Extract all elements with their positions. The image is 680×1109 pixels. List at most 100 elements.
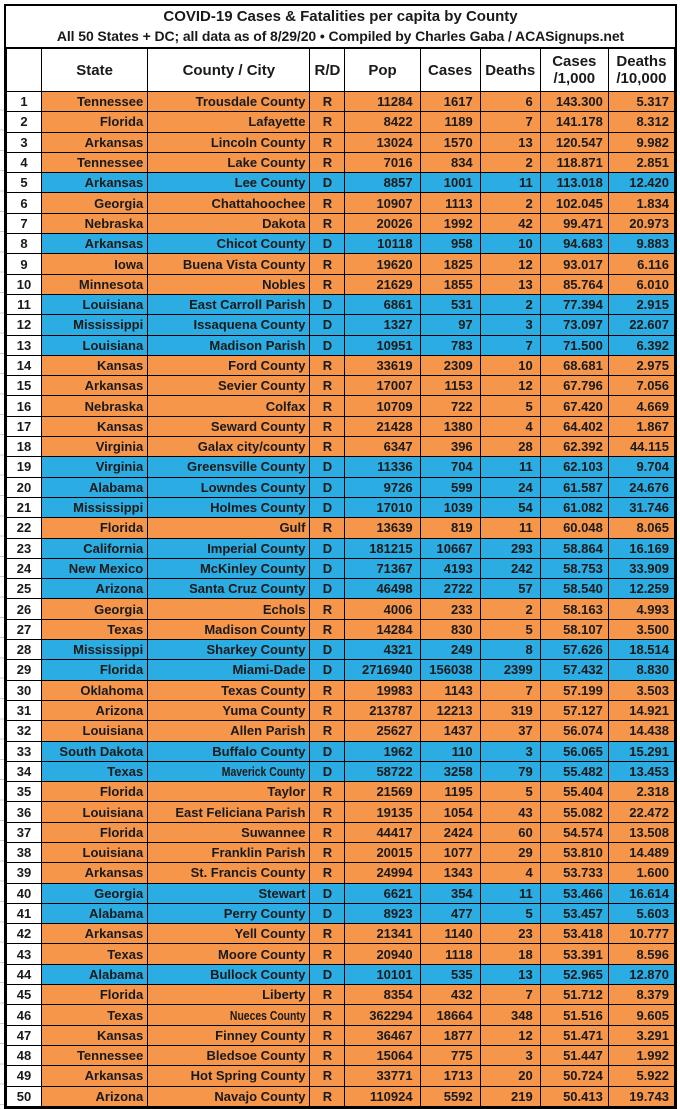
pop-cell: 36467 [344,1024,421,1046]
pop-cell: 17010 [344,496,421,519]
pop-cell: 362294 [344,1004,421,1026]
party-cell: D [309,537,346,559]
deaths-cell: 4 [479,415,541,438]
cases-rate-cell: 62.392 [539,436,609,458]
table-row: 16 Nebraska Colfax R 10709 722 5 67.420 4.669 [5,395,676,417]
page-subtitle: All 50 States + DC; all data as of 8/29/… [56,28,625,44]
state-cell: Arkansas [41,923,149,945]
cases-cell: 2722 [419,578,481,600]
cases-rate-cell: 61.587 [539,476,609,498]
deaths-cell: 7 [479,334,541,356]
party-cell: R [309,801,346,823]
cases-cell: 396 [419,436,481,458]
table-row: 26 Georgia Echols R 4006 233 2 58.163 4.993 [5,598,676,620]
county-cell: Buffalo County [147,740,311,762]
table-row: 44 Alabama Bullock County D 10101 535 13 52.965… [5,963,676,986]
cases-rate-cell: 60.048 [539,517,609,539]
table-row: 46 Texas Nueces County R 362294 18664 348 51.51… [5,1004,676,1026]
pop-cell: 24994 [344,862,421,884]
table-row: 11 Louisiana East Carroll Parish D 6861 531 2 7… [5,293,676,316]
rank-cell: 25 [5,578,43,600]
cases-rate-cell: 120.547 [539,131,609,153]
cases-cell: 1001 [419,172,481,194]
cases-rate-cell: 58.107 [539,618,609,641]
deaths-rate-cell: 12.259 [607,578,676,600]
state-cell: Arkansas [41,1065,149,1087]
cases-cell: 97 [419,314,481,336]
page-title: COVID-19 Cases & Fatalities per capita b… [163,8,518,25]
deaths-rate-cell: 9.982 [607,131,676,153]
cases-cell: 18664 [419,1004,481,1026]
deaths-cell: 11 [479,517,541,539]
cases-cell: 249 [419,639,481,661]
cases-rate-cell: 57.199 [539,679,609,701]
county-cell: Holmes County [147,496,311,519]
rank-cell: 29 [5,659,43,681]
deaths-cell: 2 [479,192,541,214]
deaths-rate-cell: 9.605 [607,1004,676,1026]
sheet-margin-gridlines [0,90,5,1105]
rank-cell: 4 [5,151,43,174]
party-cell: R [309,720,346,742]
cases-rate-cell: 56.065 [539,740,609,762]
party-cell: D [309,659,346,681]
cases-cell: 10667 [419,537,481,559]
state-cell: Arkansas [41,172,149,194]
party-cell: R [309,618,346,641]
table-row: 40 Georgia Stewart D 6621 354 11 53.466 16.614 [5,882,676,904]
cases-cell: 1140 [419,923,481,945]
deaths-rate-cell: 44.115 [607,436,676,458]
county-cell: Yuma County [147,699,311,722]
county-cell: Stewart [147,882,311,904]
table-row: 2 Florida Lafayette R 8422 1189 7 141.178 8.312 [5,111,676,133]
cases-cell: 722 [419,395,481,417]
rank-cell: 5 [5,172,43,194]
party-cell: D [309,476,346,498]
pop-cell: 10951 [344,334,421,356]
rank-cell: 30 [5,679,43,701]
state-cell: New Mexico [41,557,149,580]
table-row: 14 Kansas Ford County R 33619 2309 10 68.681 2.9… [5,354,676,377]
party-cell: R [309,1024,346,1046]
pop-cell: 8422 [344,111,421,133]
county-cell: Lee County [147,172,311,194]
rank-cell: 45 [5,984,43,1006]
deaths-cell: 12 [479,375,541,397]
deaths-cell: 3 [479,314,541,336]
deaths-cell: 79 [479,760,541,783]
county-cell: Bullock County [147,963,311,986]
rank-cell: 38 [5,841,43,864]
party-cell: D [309,557,346,580]
table-body: 1 Tennessee Trousdale County R 11284 1617 6 143… [5,90,676,1107]
pop-cell: 21341 [344,923,421,945]
cases-rate-cell: 141.178 [539,111,609,133]
deaths-rate-cell: 8.065 [607,517,676,539]
cases-rate-cell: 77.394 [539,293,609,316]
deaths-rate-cell: 8.830 [607,659,676,681]
county-cell: Perry County [147,902,311,925]
county-cell: Allen Parish [147,720,311,742]
deaths-rate-cell: 9.704 [607,456,676,478]
cases-rate-cell: 118.871 [539,151,609,174]
deaths-cell: 13 [479,131,541,153]
cases-rate-cell: 58.864 [539,537,609,559]
deaths-rate-cell: 2.318 [607,781,676,803]
deaths-rate-cell: 14.438 [607,720,676,742]
deaths-cell: 18 [479,943,541,965]
deaths-cell: 29 [479,841,541,864]
pop-cell: 33619 [344,354,421,377]
state-cell: Louisiana [41,801,149,823]
rank-cell: 16 [5,395,43,417]
cases-rate-cell: 53.457 [539,902,609,925]
rank-cell: 6 [5,192,43,214]
deaths-rate-cell: 31.746 [607,496,676,519]
cases-rate-cell: 67.796 [539,375,609,397]
rank-cell: 31 [5,699,43,722]
state-cell: Alabama [41,902,149,925]
cases-cell: 1713 [419,1065,481,1087]
state-cell: Arkansas [41,131,149,153]
cases-cell: 775 [419,1044,481,1067]
deaths-cell: 7 [479,984,541,1006]
deaths-rate-cell: 8.312 [607,111,676,133]
party-cell: R [309,436,346,458]
